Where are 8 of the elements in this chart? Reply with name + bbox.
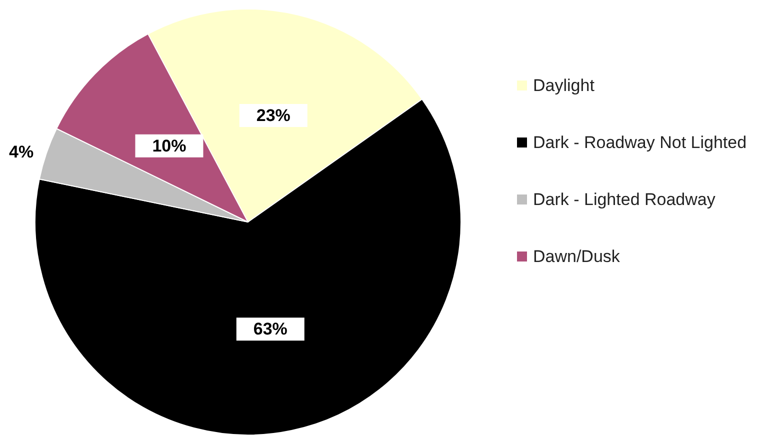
data-label: 23% [256, 106, 290, 125]
data-label: 4% [9, 142, 34, 162]
data-label: 10% [152, 136, 186, 156]
legend-label: Dark - Lighted Roadway [533, 190, 716, 209]
data-label: 63% [253, 320, 288, 339]
legend-label: Daylight [533, 76, 595, 95]
legend-label: Dawn/Dusk [533, 247, 620, 266]
legend-label: Dark - Roadway Not Lighted [533, 133, 747, 152]
